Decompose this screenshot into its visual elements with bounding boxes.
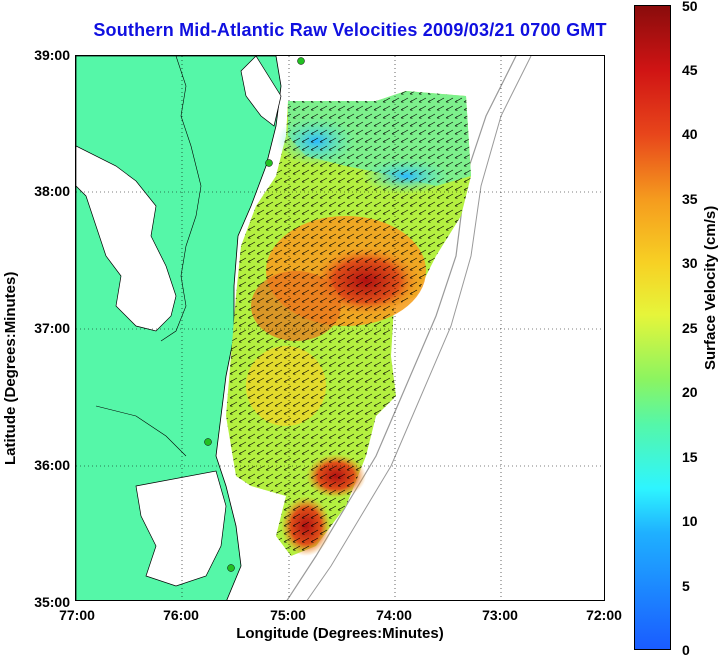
y-tick-37: 37:00 bbox=[34, 320, 70, 336]
pamlico-sound bbox=[135, 470, 227, 587]
cb-tick-45: 45 bbox=[682, 62, 698, 78]
velocity-map bbox=[76, 56, 604, 600]
colorbar-label: Surface Velocity (cm/s) bbox=[702, 205, 719, 370]
y-tick-38: 38:00 bbox=[34, 183, 70, 199]
colorbar bbox=[634, 5, 671, 650]
y-tick-35: 35:00 bbox=[34, 594, 70, 610]
y-tick-36: 36:00 bbox=[34, 457, 70, 473]
map-title: Southern Mid-Atlantic Raw Velocities 200… bbox=[93, 20, 607, 40]
cb-tick-40: 40 bbox=[682, 126, 698, 142]
graticule bbox=[76, 56, 604, 600]
cb-tick-25: 25 bbox=[682, 320, 698, 336]
y-axis-label: Latitude (Degrees:Minutes) bbox=[2, 271, 19, 465]
x-tick-74: 74:00 bbox=[376, 607, 412, 623]
station-marker bbox=[204, 438, 212, 446]
cb-tick-0: 0 bbox=[682, 642, 690, 658]
cb-tick-5: 5 bbox=[682, 578, 690, 594]
cb-tick-20: 20 bbox=[682, 384, 698, 400]
x-tick-72: 72:00 bbox=[586, 607, 622, 623]
station-marker bbox=[265, 159, 273, 167]
x-tick-76: 76:00 bbox=[163, 607, 199, 623]
cb-tick-30: 30 bbox=[682, 255, 698, 271]
x-axis-label: Longitude (Degrees:Minutes) bbox=[236, 625, 444, 642]
x-tick-77: 77:00 bbox=[59, 607, 95, 623]
bathymetry-contour bbox=[286, 56, 517, 600]
y-tick-39: 39:00 bbox=[34, 47, 70, 63]
delaware-bay bbox=[240, 56, 282, 127]
x-tick-75: 75:00 bbox=[270, 607, 306, 623]
cb-tick-35: 35 bbox=[682, 191, 698, 207]
cb-tick-15: 15 bbox=[682, 449, 698, 465]
cb-tick-10: 10 bbox=[682, 513, 698, 529]
map-panel[interactable] bbox=[75, 55, 605, 601]
x-tick-73: 73:00 bbox=[482, 607, 518, 623]
cb-tick-50: 50 bbox=[682, 0, 698, 14]
station-marker bbox=[227, 564, 235, 572]
station-marker bbox=[297, 57, 305, 65]
